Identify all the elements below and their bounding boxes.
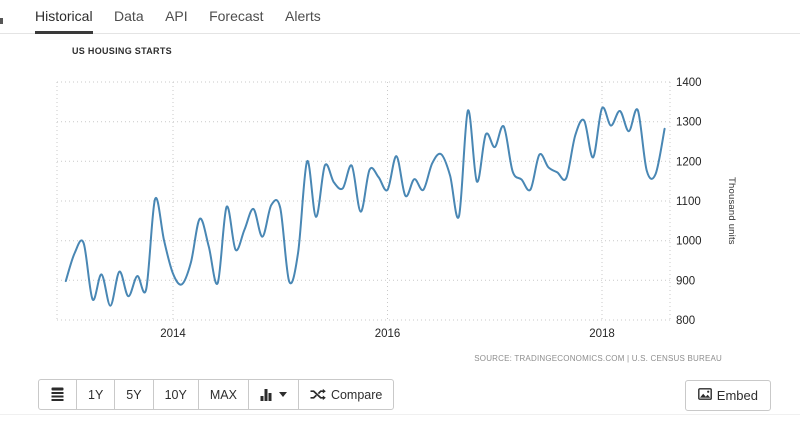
y-tick-label: 1400	[676, 77, 702, 89]
y-tick-label: 900	[676, 275, 695, 287]
x-tick-label: 2016	[375, 328, 401, 340]
calendar-icon	[50, 387, 65, 402]
y-tick-label: 1200	[676, 156, 702, 168]
embed-button[interactable]: Embed	[684, 380, 771, 411]
x-tick-label: 2014	[160, 328, 186, 340]
bar-chart-icon	[260, 388, 272, 401]
date-range-button[interactable]	[38, 379, 77, 410]
y-tick-label: 800	[676, 315, 695, 327]
caret-down-icon	[278, 392, 287, 397]
range-5y-button[interactable]: 5Y	[114, 379, 154, 410]
y-tick-label: 1300	[676, 117, 702, 129]
source-attribution: SOURCE: TRADINGECONOMICS.COM | U.S. CENS…	[474, 354, 722, 363]
range-1y-button[interactable]: 1Y	[76, 379, 116, 410]
y-tick-label: 1000	[676, 236, 702, 248]
y-axis-unit-label: Thousand units	[726, 177, 737, 245]
x-tick-label: 2018	[589, 328, 615, 340]
shuffle-icon	[310, 388, 326, 401]
tab-alerts[interactable]: Alerts	[285, 8, 321, 24]
compare-button-label: Compare	[330, 387, 383, 402]
image-icon	[697, 388, 712, 403]
chart-toolbar: 1Y 5Y 10Y MAX	[38, 379, 395, 410]
range-10y-button[interactable]: 10Y	[152, 379, 199, 410]
window-edge-fragment	[0, 18, 3, 24]
embed-button-label: Embed	[716, 388, 758, 403]
chart-type-button[interactable]	[247, 379, 299, 410]
compare-button[interactable]: Compare	[297, 379, 395, 410]
tab-historical[interactable]: Historical	[35, 0, 93, 34]
toolbar-bottom-divider	[0, 414, 800, 415]
housing-starts-series-line	[64, 106, 666, 307]
housing-starts-line-chart: 800 900 1000 1100 1200 1300 1400 2014 2016 2018	[56, 77, 702, 340]
tab-data[interactable]: Data	[114, 8, 144, 24]
tab-bar: Historical Data API Forecast Alerts	[0, 0, 800, 34]
y-tick-label: 1100	[676, 196, 701, 208]
tab-forecast[interactable]: Forecast	[209, 8, 264, 24]
tab-api[interactable]: API	[165, 8, 188, 24]
range-max-button[interactable]: MAX	[197, 379, 249, 410]
chart-title: US HOUSING STARTS	[72, 46, 172, 56]
